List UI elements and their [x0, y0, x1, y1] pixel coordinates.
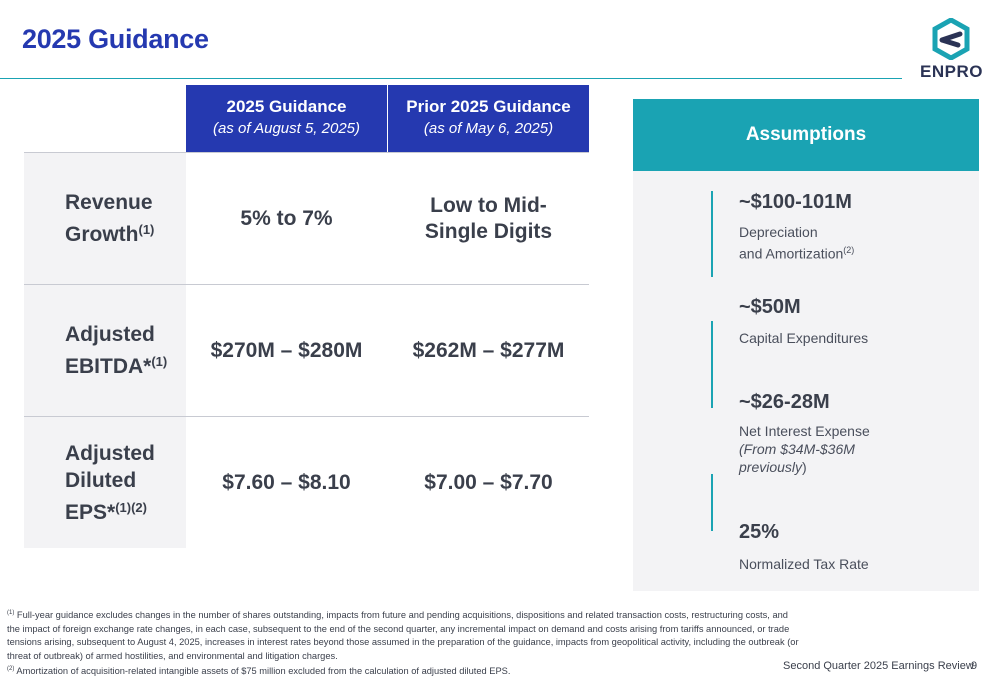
- cell-value: $7.00 – $7.70: [424, 470, 553, 494]
- column-header-prior: Prior 2025 Guidance (as of May 6, 2025): [388, 85, 589, 152]
- row-label-line: Adjusted: [65, 441, 155, 465]
- row-label-line: Growth: [65, 223, 139, 246]
- enpro-logo-icon: [932, 18, 970, 60]
- cell-value: 5% to 7%: [240, 206, 333, 230]
- desc-line: Depreciation: [739, 224, 818, 240]
- cell-value: Low to Mid-Single Digits: [424, 193, 553, 243]
- assumption-divider-line: [711, 191, 713, 277]
- desc-line: and Amortization: [739, 245, 844, 262]
- page-number: 9: [971, 660, 978, 672]
- cell-current-guidance: $7.60 – $8.10: [186, 417, 387, 548]
- assumption-value-capex: ~$50M: [739, 296, 801, 318]
- cell-value: $262M – $277M: [412, 338, 565, 362]
- footnote-ref: (1): [151, 354, 168, 369]
- table-header-row: 2025 Guidance (as of August 5, 2025) Pri…: [24, 85, 589, 152]
- footnote-2: (2) Amortization of acquisition-related …: [7, 663, 802, 679]
- footnotes: (1) Full-year guidance excludes changes …: [7, 607, 802, 679]
- column-header-current: 2025 Guidance (as of August 5, 2025): [186, 85, 387, 152]
- row-label: Adjusted Diluted EPS*(1)(2): [24, 417, 186, 548]
- desc-line: Net Interest Expense: [739, 423, 870, 439]
- page-title: 2025 Guidance: [22, 24, 209, 54]
- desc-paren: ): [802, 459, 807, 475]
- row-label-line: Diluted: [65, 468, 137, 492]
- assumption-desc-da: Depreciation and Amortization(2): [739, 223, 854, 263]
- column-title: Prior 2025 Guidance: [406, 97, 571, 116]
- column-subtitle: (as of May 6, 2025): [423, 120, 554, 137]
- cell-value: $7.60 – $8.10: [222, 470, 351, 494]
- assumption-value-da: ~$100-101M: [739, 191, 852, 213]
- cell-value: $270M – $280M: [210, 338, 363, 362]
- title-divider: [0, 78, 902, 79]
- assumption-divider-line: [711, 321, 713, 408]
- assumption-value-tax: 25%: [739, 521, 780, 543]
- footer-label: Second Quarter 2025 Earnings Review: [783, 660, 974, 672]
- row-label: Adjusted EBITDA*(1): [24, 285, 186, 416]
- desc-line-italic: (From $34M-$36M: [739, 441, 855, 457]
- footnote-marker: (1): [7, 610, 15, 616]
- assumptions-header: Assumptions: [633, 99, 979, 171]
- desc-line-italic: previously: [739, 459, 803, 475]
- footnote-marker: (2): [7, 666, 15, 673]
- column-subtitle: (as of August 5, 2025): [212, 120, 361, 137]
- row-label-line: Revenue: [65, 191, 153, 214]
- cell-prior-guidance: $7.00 – $7.70: [388, 417, 589, 548]
- assumption-value-interest: ~$26-28M: [739, 391, 830, 413]
- footnote-ref: (1): [138, 222, 155, 237]
- cell-prior-guidance: Low to Mid-Single Digits: [388, 153, 589, 284]
- assumption-desc-capex: Capital Expenditures: [739, 330, 869, 346]
- table-row-adjusted-diluted-eps: Adjusted Diluted EPS*(1)(2) $7.60 – $8.10 …: [24, 416, 589, 548]
- footnote-text: Full-year guidance excludes changes in t…: [7, 610, 799, 661]
- table-row-adjusted-ebitda: Adjusted EBITDA*(1) $270M – $280M $262M –…: [24, 284, 589, 416]
- footnote-ref: (1)(2): [115, 499, 147, 515]
- enpro-logo: ENPRO: [920, 18, 982, 82]
- assumption-desc-interest: Net Interest Expense (From $34M-$36M previ…: [739, 422, 870, 476]
- cell-current-guidance: 5% to 7%: [186, 153, 387, 284]
- guidance-table: 2025 Guidance (as of August 5, 2025) Pri…: [24, 85, 589, 548]
- row-label: Revenue Growth(1): [24, 153, 186, 284]
- row-label-line: Adjusted: [65, 323, 155, 346]
- column-title: 2025 Guidance: [226, 97, 347, 116]
- assumption-divider-line: [711, 474, 713, 531]
- footnote-ref: (2): [843, 245, 855, 255]
- assumption-desc-tax: Normalized Tax Rate: [739, 556, 869, 572]
- logo-wordmark: ENPRO: [920, 62, 983, 81]
- table-row-revenue-growth: Revenue Growth(1) 5% to 7% Low to Mid-Sin…: [24, 152, 589, 284]
- assumptions-panel: Assumptions ~$100-101M Depreciation and A…: [633, 99, 979, 591]
- row-label-line: EBITDA*: [65, 355, 152, 378]
- row-label-line: EPS*: [65, 500, 116, 524]
- footnote-1: (1) Full-year guidance excludes changes …: [7, 607, 802, 663]
- footnote-text: Amortization of acquisition-related inta…: [14, 666, 511, 677]
- cell-prior-guidance: $262M – $277M: [388, 285, 589, 416]
- cell-current-guidance: $270M – $280M: [186, 285, 387, 416]
